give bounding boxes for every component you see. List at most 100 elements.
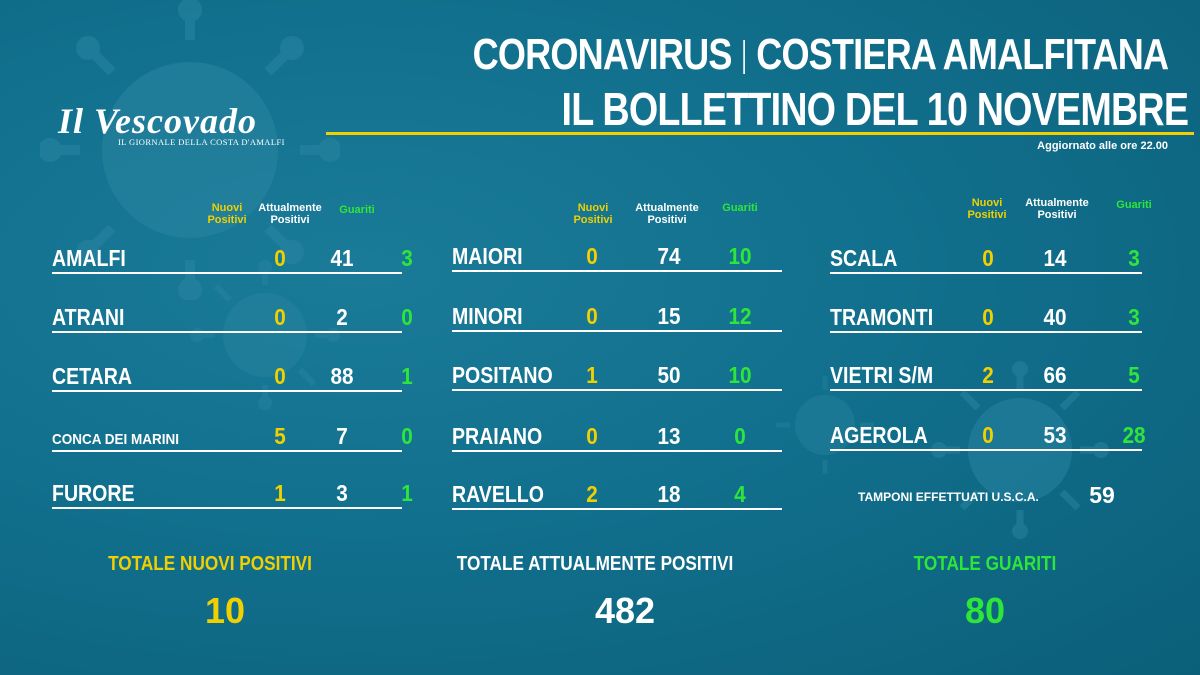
town-name: VIETRI S/M [830,362,934,388]
attuali-value: 53 [1043,422,1067,448]
guariti-value: 1 [401,480,413,506]
nuovi-value: 1 [274,480,286,506]
header-attualmente-positivi: Attualmente Positivi [1025,197,1089,221]
logo-tagline: IL GIORNALE DELLA COSTA D'AMALFI [118,137,285,147]
attuali-value: 18 [657,481,681,507]
row-underline [452,270,782,272]
attuali-value: 66 [1043,362,1067,388]
table-row: FURORE 1 3 1 [52,473,413,509]
guariti-value: 3 [1128,304,1140,330]
row-underline [830,331,1142,333]
table-row: VIETRI S/M 2 66 5 [830,355,1142,391]
total-nuovi-value: 10 [204,590,246,631]
attuali-value: 15 [657,303,681,329]
town-name: MINORI [452,303,523,329]
nuovi-value: 2 [982,362,994,388]
header-nuovi-positivi: Nuovi Positivi [967,197,1007,221]
guariti-value: 10 [728,362,752,388]
header-guariti: Guariti [722,202,758,214]
town-name: CETARA [52,363,133,389]
row-underline [830,272,1142,274]
town-name: SCALA [830,245,898,271]
row-underline [52,450,402,452]
row-underline [452,330,782,332]
attuali-value: 7 [336,423,348,449]
attuali-value: 41 [330,245,354,271]
attuali-value: 3 [336,480,348,506]
row-underline [452,450,782,452]
town-name: AGEROLA [830,422,928,448]
nuovi-value: 5 [274,423,286,449]
nuovi-value: 0 [586,243,598,269]
attuali-value: 13 [657,423,681,449]
tamponi-value: 59 [1089,482,1115,508]
nuovi-value: 1 [586,362,598,388]
nuovi-value: 0 [274,363,286,389]
town-name: PRAIANO [452,423,543,449]
logo: Il Vescovado IL GIORNALE DELLA COSTA D'A… [58,100,308,150]
guariti-value: 0 [401,423,413,449]
attuali-value: 14 [1043,245,1067,271]
guariti-value: 3 [1128,245,1140,271]
page-subtitle: IL BOLLETTINO DEL 10 NOVEMBRE [561,83,1188,135]
table-row: CONCA DEI MARINI 5 7 0 [52,416,413,452]
row-underline [830,449,1142,451]
title-rule [326,132,1194,135]
table-row: POSITANO 1 50 10 [452,355,782,391]
total-nuovi-label: TOTALE NUOVI POSITIVI [108,553,312,575]
title-costiera: COSTIERA AMALFITANA [756,30,1169,79]
row-underline [52,390,402,392]
attuali-value: 40 [1043,304,1067,330]
total-guariti-value: 80 [964,590,1006,631]
header-nuovi-positivi: Nuovi Positivi [207,202,247,226]
town-name: TRAMONTI [830,304,934,330]
tamponi-label: TAMPONI EFFETTUATI U.S.C.A. [858,490,1039,504]
table-row: ATRANI 0 2 0 [52,297,413,333]
town-name: RAVELLO [452,481,544,507]
row-underline [52,507,402,509]
title-divider [742,40,745,75]
header-guariti: Guariti [1116,199,1152,211]
table-row: AGEROLA 0 53 28 [830,415,1146,451]
guariti-value: 10 [728,243,752,269]
table-row: SCALA 0 14 3 [830,238,1142,274]
town-name: ATRANI [52,304,125,330]
guariti-value: 0 [734,423,746,449]
table-row: AMALFI 0 41 3 [52,238,413,274]
guariti-value: 28 [1122,422,1146,448]
header-attualmente-positivi: Attualmente Positivi [258,202,322,226]
total-attuali-label: TOTALE ATTUALMENTE POSITIVI [456,553,734,575]
table-row: MINORI 0 15 12 [452,296,782,332]
attuali-value: 2 [336,304,348,330]
nuovi-value: 0 [982,245,994,271]
guariti-value: 12 [728,303,752,329]
town-name: POSITANO [452,362,553,388]
table-row: RAVELLO 2 18 4 [452,474,782,510]
row-underline [52,272,402,274]
table-row: MAIORI 0 74 10 [452,236,782,272]
nuovi-value: 0 [982,422,994,448]
attuali-value: 74 [657,243,681,269]
row-underline [830,389,1142,391]
town-name: MAIORI [452,243,523,269]
town-name: AMALFI [52,245,126,271]
guariti-value: 0 [401,304,413,330]
title-coronavirus: CORONAVIRUS [472,30,732,79]
nuovi-value: 0 [274,245,286,271]
nuovi-value: 0 [274,304,286,330]
guariti-value: 4 [734,481,746,507]
page-title: CORONAVIRUS COSTIERA AMALFITANA [472,30,1168,80]
header-attualmente-positivi: Attualmente Positivi [635,202,699,226]
attuali-value: 50 [657,362,681,388]
total-guariti-label: TOTALE GUARITI [913,553,1057,575]
row-underline [52,331,402,333]
total-attuali-value: 482 [594,590,656,631]
table-row: TRAMONTI 0 40 3 [830,297,1142,333]
header-guariti: Guariti [339,204,375,216]
row-underline [452,389,782,391]
town-name: CONCA DEI MARINI [52,431,179,448]
table-row: CETARA 0 88 1 [52,356,413,392]
updated-timestamp: Aggiornato alle ore 22.00 [1037,140,1168,152]
header-nuovi-positivi: Nuovi Positivi [573,202,613,226]
